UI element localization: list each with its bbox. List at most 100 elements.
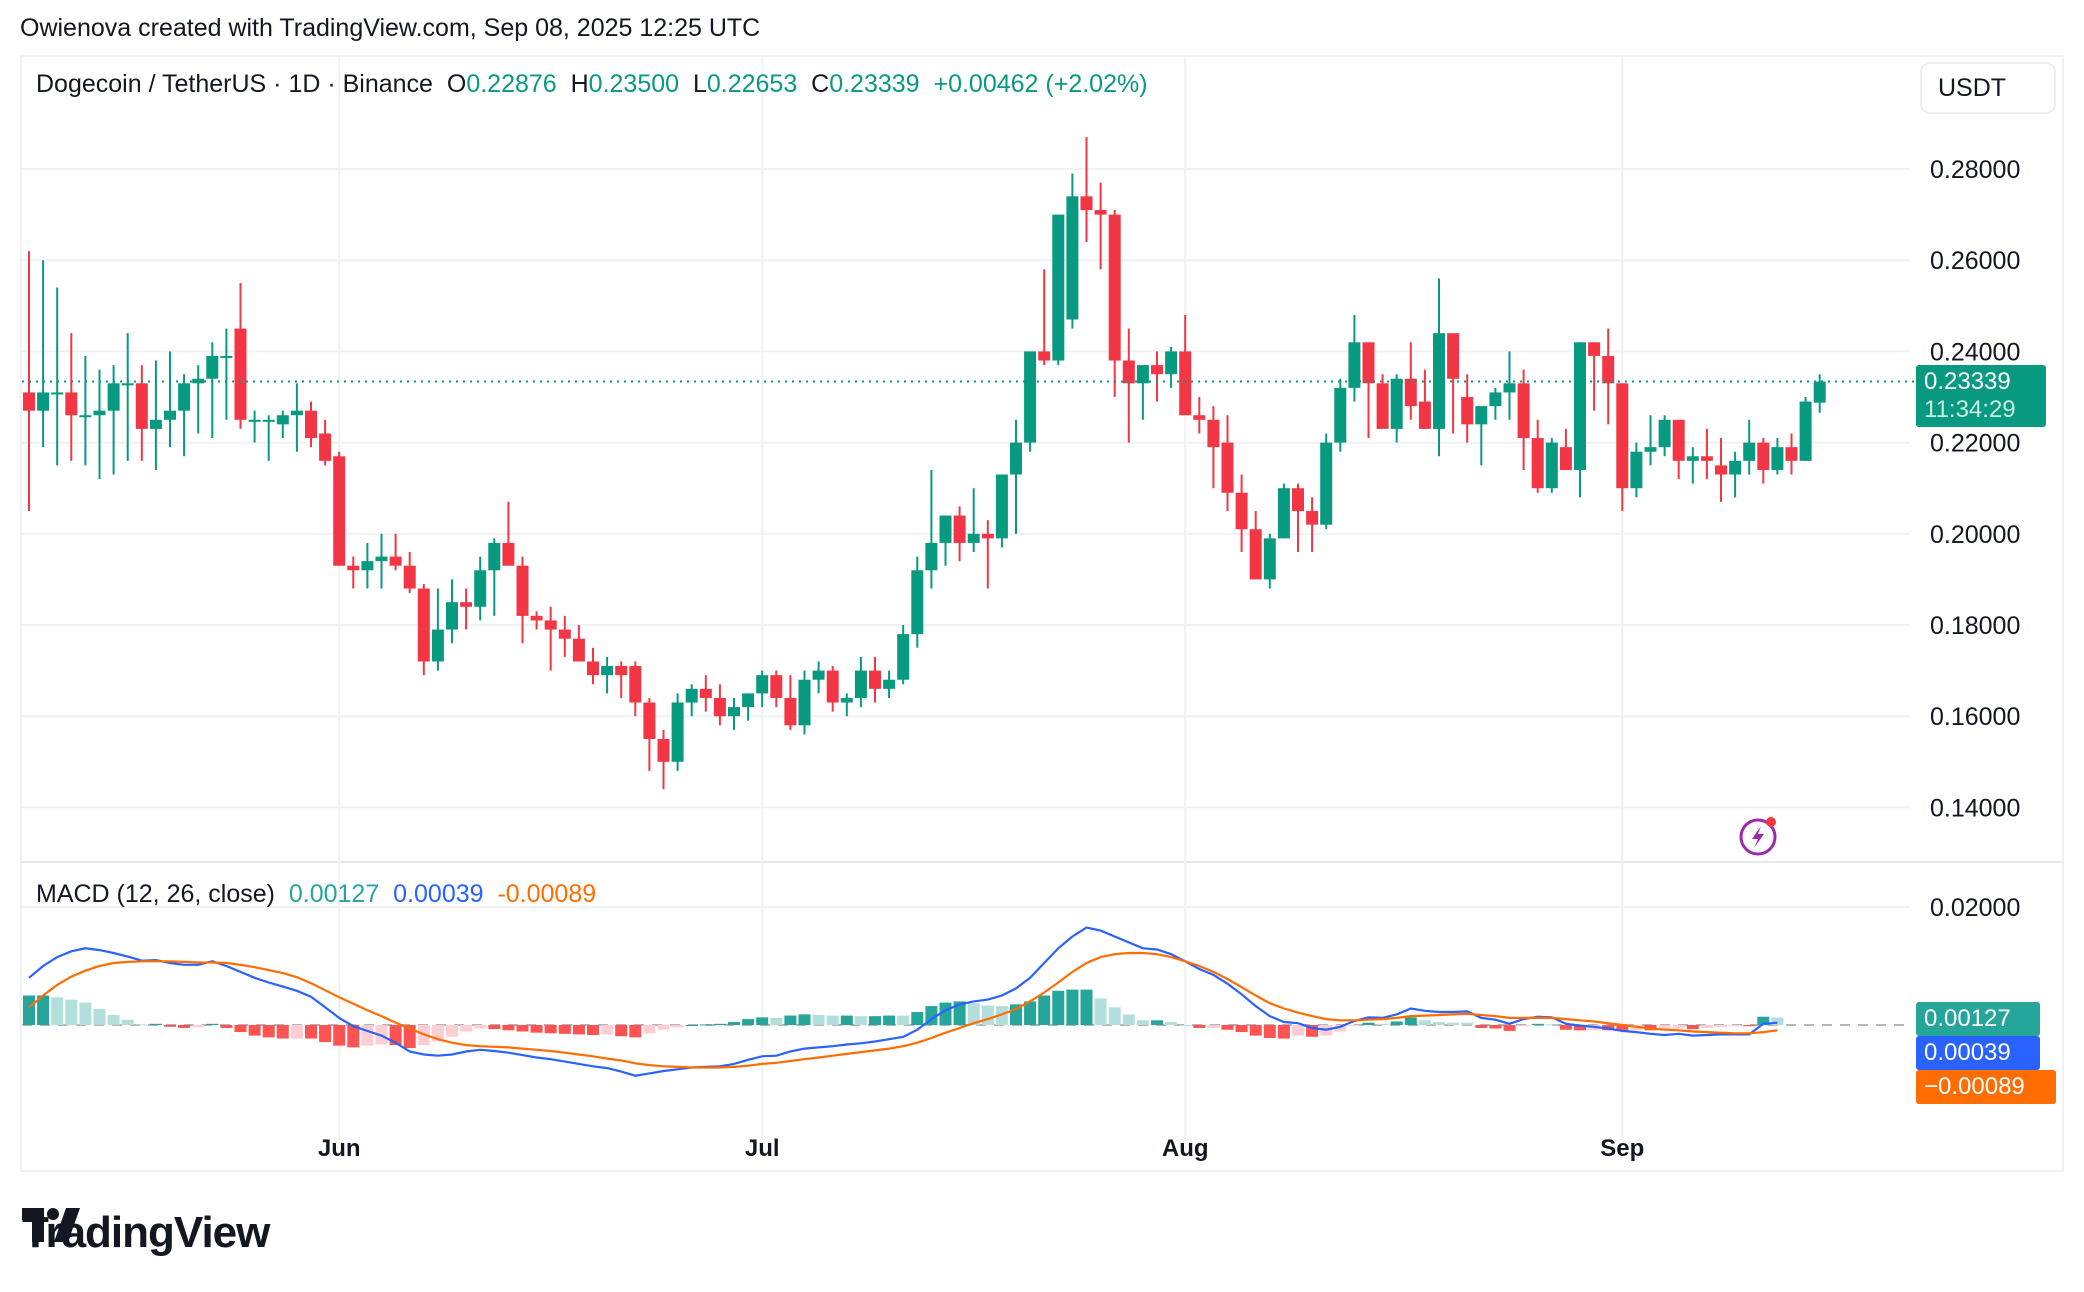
candle-body [544,620,557,630]
candle-body [840,697,853,703]
candle-body [1024,351,1037,443]
macd-histogram-bar [601,1025,614,1035]
macd-histogram-bar [1715,1025,1727,1027]
macd-histogram-bar [1221,1025,1234,1030]
macd-histogram-bar [1376,1023,1389,1025]
candle-body [1602,355,1615,384]
symbol-title: Dogecoin / TetherUS · 1D · Binance [36,70,433,98]
candle-body [615,666,628,676]
macd-histogram-bar [981,1005,994,1025]
candle-body [1136,365,1149,384]
candle-body [854,670,867,698]
macd-histogram-bar [967,1003,980,1025]
candle-body [65,392,78,416]
candle-body [995,474,1008,539]
candle-body [121,383,134,386]
macd-histogram-bar [1179,1025,1192,1026]
candle-body [643,702,656,739]
chart-credit: Owienova created with TradingView.com, S… [20,14,761,42]
candle-body [178,383,191,411]
candle-body [361,561,374,571]
candle-body [1630,451,1643,489]
macd-histogram-bar [643,1025,656,1034]
macd-histogram-bar [1433,1022,1445,1025]
candle-body [1390,378,1403,429]
macd-histogram-bar [1277,1025,1290,1039]
macd-histogram-bar [1757,1016,1770,1025]
candle-body [1475,406,1488,425]
macd-histogram-bar [558,1025,571,1034]
candle-body [1362,342,1375,384]
macd-title: MACD (12, 26, close) [36,880,275,908]
macd-histogram-bar [713,1023,726,1025]
macd-histogram-bar [220,1025,233,1028]
time-axis-label: Jul [745,1135,780,1162]
candle-body [248,419,261,422]
candle-body [1658,419,1671,448]
macd-axis-label: 0.02000 [1930,894,2020,922]
price-axis-label: 0.14000 [1930,794,2020,822]
macd-histogram-bar [1334,1025,1347,1032]
macd-histogram-bar [248,1025,261,1036]
macd-histogram-bar [290,1025,303,1039]
macd-histogram-bar [1080,989,1093,1025]
candle-body [51,392,64,395]
time-axis-label: Jun [318,1135,361,1162]
macd-histogram-bar [615,1025,628,1037]
macd-histogram-bar [587,1025,599,1036]
price-axis-label: 0.26000 [1930,247,2020,275]
candle-body [206,355,219,379]
candle-body [149,419,162,429]
macd-histogram-bar [305,1025,317,1039]
time-axis-label: Sep [1600,1135,1644,1162]
macd-histogram-bar [1545,1024,1558,1026]
macd-histogram-bar [671,1025,684,1028]
candle-body [1461,397,1474,425]
candle-body [1249,529,1262,580]
candle-body [1686,456,1699,461]
low-value: 0.22653 [706,70,798,98]
macd-legend: MACD (12, 26, close) 0.00127 0.00039 -0.… [36,880,596,909]
macd-histogram-bar [911,1012,924,1025]
candle-body [1320,442,1333,525]
candle-body [1292,488,1304,511]
macd-histogram-bar [262,1025,275,1038]
price-axis-label: 0.24000 [1930,338,2020,366]
macd-histogram-bar [1503,1025,1516,1031]
candle-body [1348,342,1361,388]
last-price-tag: 0.23339 11:34:29 [1916,365,2046,427]
candle-body [1503,383,1516,393]
macd-line-value: 0.00039 [393,880,484,908]
candle-body [1052,214,1065,361]
macd-histogram-bar [51,997,64,1025]
macd-line-tag: 0.00039 [1916,1036,2040,1070]
macd-histogram-bar [1249,1025,1262,1036]
macd-histogram-bar [728,1022,740,1025]
price-change: +0.00462 (+2.02%) [933,70,1148,98]
candle-body [319,433,332,461]
candle-body [812,670,825,680]
candle-body [728,707,740,717]
lightning-alert-icon[interactable] [1738,813,1782,857]
tradingview-logo[interactable]: TradingView [22,1208,270,1258]
candle-body [1813,381,1826,403]
macd-histogram-bar [1729,1025,1742,1027]
candle-body [1700,456,1713,461]
macd-histogram-bar [121,1019,134,1025]
macd-histogram-bar [854,1016,867,1025]
candle-body [389,556,402,566]
macd-histogram-bar [37,995,50,1025]
candle-body [1743,442,1756,461]
candle-body [1447,333,1460,379]
candle-body [601,666,614,676]
candle-body [671,702,684,762]
macd-histogram-bar [347,1025,360,1048]
high-value: 0.23500 [588,70,680,98]
candle-body [276,415,289,425]
macd-histogram-bar [1461,1022,1474,1025]
currency-button[interactable]: USDT [1920,62,2056,114]
candle-body [699,688,712,698]
macd-histogram-bar [798,1014,811,1025]
candle-body [431,629,444,662]
